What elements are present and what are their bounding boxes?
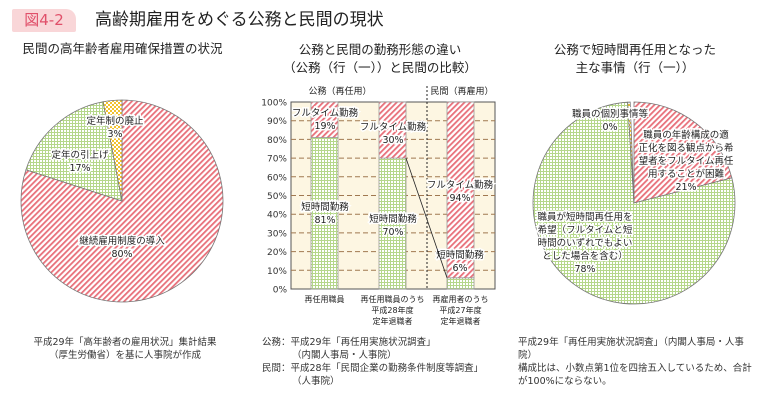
right-pie-slice	[633, 101, 733, 204]
y-tick-label: 50%	[267, 192, 287, 202]
right-pie-slice-label-line: 用することが困難	[648, 168, 725, 180]
right-pie-slice-label: 職員の年齢構成の適正化を図る観点から希望者をフルタイム再任用することが困難 21%	[638, 129, 733, 193]
source-line: （内閣人事局・人事院）	[292, 350, 397, 361]
right-chart-title: 公務で短時間再任用となった 主な事情（行（一））	[520, 41, 750, 77]
right-pie-slice-label-line: 職員が短時間再任用を	[537, 211, 632, 223]
right-pie-slice	[532, 101, 736, 305]
y-tick-label: 20%	[267, 248, 287, 258]
group-label: 公務（再任用）	[308, 85, 371, 97]
source-line: 民間：平成28年「民間企業の勤務条件制度等調査」	[262, 363, 484, 374]
y-tick-label: 80%	[267, 136, 287, 146]
y-tick-label: 40%	[267, 211, 287, 221]
right-title-line1: 公務で短時間再任用となった	[553, 42, 717, 57]
source-line: 平成29年「再任用実施状況調査」（内閣人事局・人事院）	[518, 337, 744, 361]
bar-data-label-line: 6%	[452, 263, 467, 274]
y-tick-label: 30%	[267, 229, 287, 239]
right-pie-slice-label-line: 0%	[602, 122, 617, 133]
left-pie-slice	[102, 99, 123, 202]
bar-data-label-line: フルタイム勤務	[292, 107, 359, 119]
bar-data-label-line: 短時間勤務	[301, 201, 349, 213]
y-tick-label: 10%	[267, 267, 287, 277]
x-category-line: 平成27年度	[439, 305, 481, 315]
bar-data-label: 短時間勤務 70%	[369, 213, 417, 238]
bar-segment	[378, 101, 407, 159]
bar-chart-title: 公務と民間の勤務形態の違い （公務（行（一））と民間の比較）	[265, 41, 495, 77]
left-pie-slice	[25, 101, 123, 202]
y-tick-label: 90%	[267, 117, 287, 127]
left-pie-slice-label: 定年の引上げ 17%	[51, 149, 109, 174]
bar-data-label: フルタイム勤務 30%	[360, 121, 427, 146]
y-tick-label: 60%	[267, 173, 287, 183]
y-tick-label: 100%	[261, 99, 287, 109]
source-line: （厚生労働省）を基に人事院が作成	[48, 350, 201, 361]
left-pie-slice-label-line: 3%	[107, 129, 122, 140]
right-pie-slice-label-line: 望者をフルタイム再任	[639, 155, 734, 167]
right-pie-slice-label-line: 正化を図る観点から希	[638, 142, 733, 154]
figure-badge: 図4-2	[12, 9, 76, 32]
right-pie-slice-label: 職員の個別事情等 0%	[572, 108, 649, 133]
bar-segment	[378, 157, 407, 290]
bar-data-label-line: 70%	[382, 227, 403, 238]
x-category-line: 定年退職者	[441, 316, 481, 326]
right-pie-slice-label-line: 希望（フルタイムと短	[538, 224, 633, 236]
left-pie-slice-label: 継続雇用制度の導入 80%	[79, 235, 165, 260]
y-tick-label: 70%	[267, 155, 287, 165]
right-pie-slice-label: 職員が短時間再任用を希望（フルタイムと短時間のいずれでもよいとした場合を含む） 7…	[537, 211, 632, 275]
source-line: （人事院）	[292, 376, 340, 387]
bar-data-label: フルタイム勤務 94%	[427, 179, 494, 204]
bar-data-label-line: 30%	[382, 135, 403, 146]
x-category-label: 再任用職員のうち平成28年度定年退職者	[361, 294, 425, 326]
right-pie-slice-label-line: 78%	[574, 264, 595, 275]
group-label: 民間（再雇用）	[430, 85, 493, 97]
left-pie-slice-label-line: 定年制の廃止	[86, 115, 144, 127]
bar-data-label-line: 19%	[314, 121, 335, 132]
left-pie-slice-label: 定年制の廃止 3%	[86, 115, 144, 140]
bar-data-label-line: 81%	[314, 215, 335, 226]
bar-data-label-line: フルタイム勤務	[427, 179, 494, 191]
bar-source: 公務：平成29年「再任用実施状況調査」 （内閣人事局・人事院） 民間：平成28年…	[262, 336, 522, 388]
left-chart-title: 民間の高年齢者雇用確保措置の状況	[22, 41, 223, 56]
right-pie-slice-label-line: 時間のいずれでもよい	[538, 238, 633, 249]
right-pie-slice-label-line: 21%	[675, 182, 696, 193]
x-category-label: 再雇用者のうち平成27年度定年退職者	[433, 294, 489, 326]
x-category-line: 定年退職者	[373, 316, 413, 326]
bar-segment	[446, 101, 475, 279]
left-pie-slice-label-line: 80%	[111, 249, 132, 260]
bar-data-label-line: 短時間勤務	[436, 249, 484, 261]
source-line: が100%にならない。	[518, 376, 612, 387]
source-line: 公務：平成29年「再任用実施状況調査」	[262, 337, 436, 348]
bar-segment	[310, 101, 339, 138]
bar-data-label-line: 短時間勤務	[369, 213, 417, 225]
source-line: 構成比は、小数点第1位を四捨五入しているため、合計	[518, 363, 752, 374]
bar-data-label-line: フルタイム勤務	[360, 121, 427, 133]
page-title: 高齢期雇用をめぐる公務と民間の現状	[95, 10, 384, 30]
left-pie-slice-label-line: 定年の引上げ	[51, 149, 109, 161]
right-pie-slice-label-line: 職員の年齢構成の適	[643, 129, 729, 141]
right-pie-slice	[627, 101, 635, 204]
x-category-label: 再任用職員	[305, 294, 345, 304]
bar-data-label: フルタイム勤務 19%	[292, 107, 359, 132]
left-source: 平成29年「高年齢者の雇用状況」集計結果 （厚生労働省）を基に人事院が作成	[20, 336, 230, 362]
bar-segment	[310, 137, 339, 290]
bar-title-line1: 公務と民間の勤務形態の違い	[298, 42, 462, 57]
x-category-line: 再雇用者のうち	[433, 294, 489, 304]
right-source: 平成29年「再任用実施状況調査」（内閣人事局・人事院） 構成比は、小数点第1位を…	[518, 336, 758, 388]
y-tick-label: 0%	[273, 286, 288, 296]
right-pie-slice-label-line: 職員の個別事情等	[572, 108, 649, 120]
connector-line	[405, 157, 448, 278]
x-category-line: 平成28年度	[371, 305, 413, 315]
left-pie-slice-label-line: 17%	[69, 163, 90, 174]
left-pie-slice-label-line: 継続雇用制度の導入	[79, 235, 165, 247]
right-pie-slice-label-line: とした場合を含む）	[542, 250, 628, 262]
bar-segment	[446, 277, 475, 290]
bar-title-line2: （公務（行（一））と民間の比較）	[283, 60, 477, 75]
source-line: 平成29年「高年齢者の雇用状況」集計結果	[33, 337, 217, 348]
right-title-line2: 主な事情（行（一））	[575, 60, 695, 75]
x-category-line: 再任用職員	[305, 294, 345, 304]
bar-data-label: 短時間勤務 81%	[301, 201, 349, 226]
bar-data-label: 短時間勤務 6%	[436, 249, 484, 274]
bar-data-label-line: 94%	[449, 193, 470, 204]
x-category-line: 再任用職員のうち	[361, 294, 425, 304]
